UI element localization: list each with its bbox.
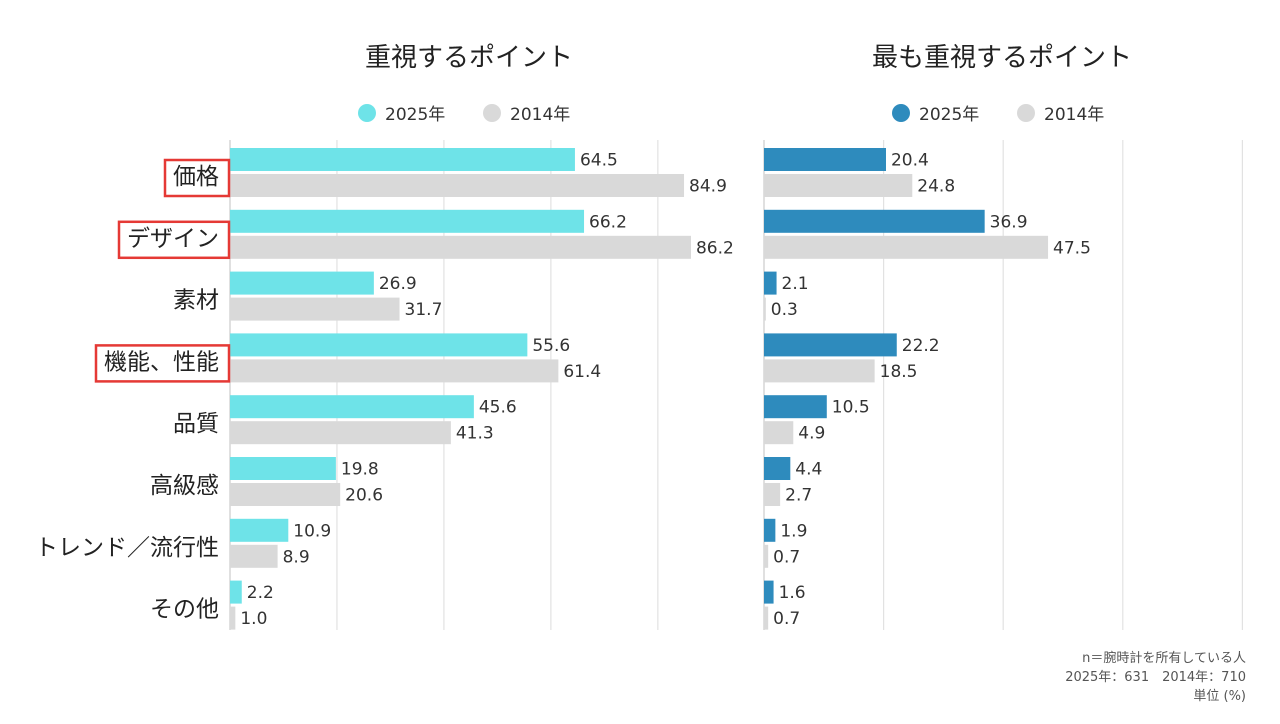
bar-value-label-right-s1-6: 0.7 bbox=[773, 547, 800, 567]
bar-value-label-right-s0-7: 1.6 bbox=[779, 583, 806, 603]
bar-value-label-left-s0-3: 55.6 bbox=[532, 336, 570, 356]
bar-right-s1-1 bbox=[764, 235, 1049, 259]
footnote-sample: n＝腕時計を所有している人 bbox=[1082, 651, 1246, 666]
category-label-5: 高級感 bbox=[150, 473, 219, 499]
bar-right-s1-5 bbox=[764, 483, 781, 506]
bar-value-label-left-s0-2: 26.9 bbox=[379, 274, 417, 294]
bar-right-s0-7 bbox=[764, 580, 774, 604]
bar-left-s0-0 bbox=[230, 148, 575, 171]
category-label-3: 機能、性能 bbox=[104, 349, 219, 375]
bar-left-s1-1 bbox=[230, 235, 691, 259]
bar-value-label-right-s0-2: 2.1 bbox=[782, 274, 809, 294]
bar-right-s0-6 bbox=[764, 518, 776, 542]
bar-right-s1-7 bbox=[764, 606, 769, 630]
bar-value-label-left-s0-7: 2.2 bbox=[247, 583, 274, 603]
bar-left-s0-6 bbox=[230, 518, 289, 542]
category-label-0: 価格 bbox=[173, 164, 219, 190]
legend-marker-right-1 bbox=[1017, 104, 1035, 122]
bar-left-s0-5 bbox=[230, 457, 336, 480]
bar-right-s0-4 bbox=[764, 395, 827, 419]
bar-value-label-left-s0-5: 19.8 bbox=[341, 460, 379, 480]
chart-title-right: 最も重視するポイント bbox=[872, 43, 1132, 73]
bar-left-s1-0 bbox=[230, 174, 685, 197]
bar-value-label-left-s1-6: 8.9 bbox=[283, 547, 310, 567]
bar-left-s0-3 bbox=[230, 333, 528, 357]
bar-left-s1-4 bbox=[230, 421, 451, 445]
bar-right-s1-0 bbox=[764, 174, 913, 197]
legend-label-right-1: 2014年 bbox=[1044, 105, 1104, 125]
bar-left-s0-4 bbox=[230, 395, 474, 419]
legend-label-left-1: 2014年 bbox=[510, 105, 570, 125]
bar-value-label-right-s0-6: 1.9 bbox=[780, 521, 807, 541]
chart-title-left: 重視するポイント bbox=[365, 43, 573, 73]
category-highlight-box-0 bbox=[163, 158, 231, 198]
legend-marker-left-1 bbox=[483, 104, 501, 122]
bar-right-s1-4 bbox=[764, 421, 794, 445]
bar-value-label-left-s1-4: 41.3 bbox=[456, 424, 494, 444]
legend-label-left-0: 2025年 bbox=[385, 105, 445, 125]
bar-value-label-left-s0-6: 10.9 bbox=[293, 521, 331, 541]
bar-left-s1-7 bbox=[230, 606, 236, 630]
category-label-4: 品質 bbox=[173, 411, 219, 437]
bar-right-s1-2 bbox=[764, 297, 766, 321]
bar-right-s0-1 bbox=[764, 209, 985, 233]
footnote-counts: 2025年：631 2014年：710 bbox=[1065, 670, 1246, 685]
category-label-7: その他 bbox=[150, 597, 219, 623]
legend-marker-right-0 bbox=[892, 104, 910, 122]
bar-value-label-left-s1-0: 84.9 bbox=[689, 177, 727, 197]
bar-value-label-right-s1-2: 0.3 bbox=[771, 300, 798, 320]
bar-value-label-right-s0-3: 22.2 bbox=[902, 336, 940, 356]
bar-value-label-right-s0-0: 20.4 bbox=[891, 151, 929, 171]
bar-value-label-right-s1-1: 47.5 bbox=[1053, 238, 1091, 258]
bar-right-s1-3 bbox=[764, 359, 875, 383]
bar-right-s0-3 bbox=[764, 333, 897, 357]
bar-left-s1-5 bbox=[230, 483, 341, 506]
bar-right-s0-2 bbox=[764, 271, 777, 295]
bar-value-label-left-s1-2: 31.7 bbox=[405, 300, 443, 320]
bar-value-label-left-s0-1: 66.2 bbox=[589, 212, 627, 232]
bar-value-label-right-s1-3: 18.5 bbox=[880, 362, 918, 382]
bar-left-s1-6 bbox=[230, 544, 278, 568]
bar-value-label-right-s1-5: 2.7 bbox=[785, 486, 812, 506]
bar-right-s1-6 bbox=[764, 544, 769, 568]
category-highlight-box-3 bbox=[94, 344, 231, 383]
bar-value-label-left-s1-7: 1.0 bbox=[240, 609, 267, 629]
bar-value-label-right-s0-5: 4.4 bbox=[795, 460, 822, 480]
category-label-2: 素材 bbox=[173, 288, 219, 314]
bar-value-label-right-s0-1: 36.9 bbox=[990, 212, 1028, 232]
bar-value-label-right-s1-7: 0.7 bbox=[773, 609, 800, 629]
bar-value-label-left-s1-3: 61.4 bbox=[563, 362, 601, 382]
bar-value-label-left-s1-1: 86.2 bbox=[696, 238, 734, 258]
bar-right-s0-5 bbox=[764, 457, 791, 480]
bar-value-label-left-s0-4: 45.6 bbox=[479, 398, 517, 418]
bar-value-label-right-s0-4: 10.5 bbox=[832, 398, 870, 418]
category-label-1: デザイン bbox=[127, 226, 219, 252]
bar-left-s0-7 bbox=[230, 580, 242, 604]
footnote-unit: 単位 (%) bbox=[1193, 689, 1246, 704]
bar-value-label-left-s1-5: 20.6 bbox=[345, 486, 383, 506]
bar-left-s0-1 bbox=[230, 209, 585, 233]
bar-value-label-left-s0-0: 64.5 bbox=[580, 151, 618, 171]
footnote: n＝腕時計を所有している人 2025年：631 2014年：710 単位 (%) bbox=[1065, 649, 1246, 706]
category-label-6: トレンド／流行性 bbox=[35, 535, 219, 561]
legend-marker-left-0 bbox=[358, 104, 376, 122]
bar-left-s1-2 bbox=[230, 297, 400, 321]
bar-left-s1-3 bbox=[230, 359, 559, 383]
bar-value-label-right-s1-0: 24.8 bbox=[917, 177, 955, 197]
bar-left-s0-2 bbox=[230, 271, 374, 295]
category-highlight-box-1 bbox=[117, 220, 231, 260]
bar-value-label-right-s1-4: 4.9 bbox=[798, 424, 825, 444]
legend-label-right-0: 2025年 bbox=[919, 105, 979, 125]
bar-right-s0-0 bbox=[764, 148, 886, 171]
